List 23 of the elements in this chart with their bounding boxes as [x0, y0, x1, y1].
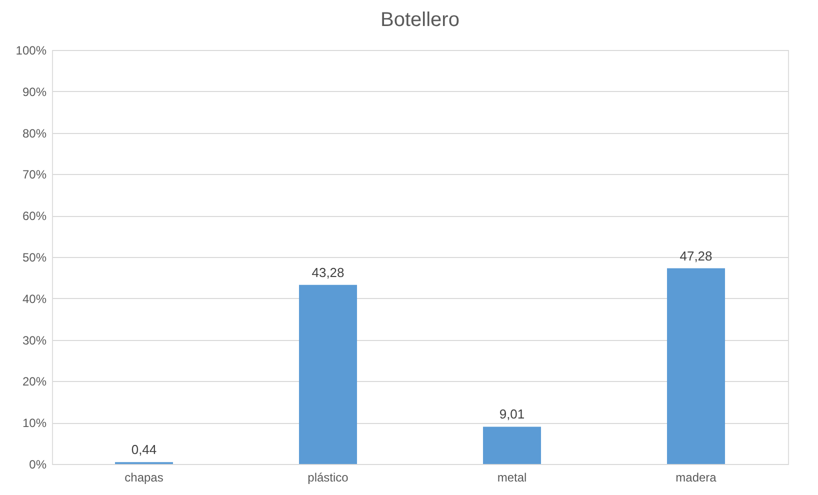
y-tick-label: 30% — [22, 333, 47, 348]
data-label: 47,28 — [680, 248, 712, 264]
data-label: 43,28 — [312, 264, 344, 280]
y-tick-label: 90% — [22, 84, 47, 99]
y-tick-label: 100% — [16, 44, 47, 58]
y-tick-label: 60% — [22, 209, 47, 224]
y-tick-label: 10% — [22, 416, 47, 430]
y-tick-label: 50% — [22, 250, 47, 264]
bar — [483, 426, 541, 464]
bar — [667, 268, 725, 464]
y-tick-label: 80% — [22, 126, 47, 140]
bar — [299, 284, 357, 464]
y-tick-label: 40% — [22, 292, 47, 306]
x-tick-label: madera — [676, 470, 717, 484]
x-tick-label: metal — [497, 470, 527, 484]
x-tick-label: chapas — [124, 470, 164, 484]
y-tick-label: 20% — [22, 374, 47, 389]
x-tick-label: plástico — [308, 470, 349, 484]
y-tick-label: 70% — [22, 168, 47, 182]
data-label: 9,01 — [499, 406, 525, 422]
y-tick-label: 0% — [29, 458, 47, 472]
chart-title: Botellero — [380, 9, 460, 31]
data-label: 0,44 — [131, 442, 157, 458]
